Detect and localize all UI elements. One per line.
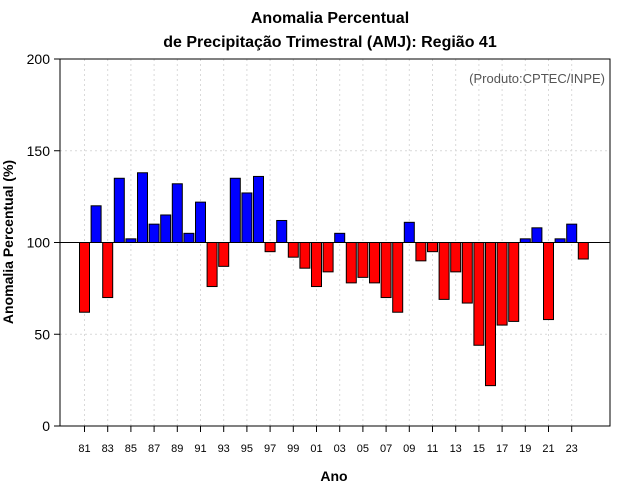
bar-05 bbox=[357, 242, 369, 278]
y-tick-label: 200 bbox=[27, 51, 51, 67]
bar-82 bbox=[90, 205, 102, 244]
bar-86 bbox=[137, 172, 148, 244]
bar-01 bbox=[311, 242, 322, 288]
x-tick-label: 05 bbox=[357, 443, 369, 455]
bar-23 bbox=[566, 223, 578, 243]
x-tick-label: 21 bbox=[542, 443, 554, 455]
y-tick-label: 150 bbox=[27, 143, 51, 159]
bar-09 bbox=[403, 221, 415, 244]
bar-07 bbox=[380, 242, 392, 299]
bar-13 bbox=[450, 242, 462, 273]
bar-11 bbox=[427, 242, 438, 253]
bar-20 bbox=[531, 227, 543, 244]
x-tick-label: 15 bbox=[473, 443, 485, 455]
bar-19 bbox=[519, 238, 531, 244]
x-tick-label: 01 bbox=[310, 443, 322, 455]
x-tick-label: 85 bbox=[125, 443, 137, 455]
chart-title-line2: de Precipitação Trimestral (AMJ): Região… bbox=[163, 34, 497, 51]
bar-88 bbox=[160, 214, 172, 244]
x-tick-label: 93 bbox=[218, 443, 230, 455]
bar-95 bbox=[241, 192, 253, 243]
x-tick-label: 99 bbox=[287, 443, 299, 455]
x-tick-label: 07 bbox=[380, 443, 392, 455]
bar-93 bbox=[218, 242, 230, 267]
bar-00 bbox=[299, 242, 311, 269]
bar-22 bbox=[554, 238, 566, 244]
bar-98 bbox=[276, 219, 288, 243]
x-tick-label: 19 bbox=[519, 443, 531, 455]
gridlines bbox=[60, 58, 610, 427]
chart-title-line1: Anomalia Percentual bbox=[251, 10, 409, 27]
x-tick-label: 83 bbox=[102, 443, 114, 455]
bar-04 bbox=[345, 242, 357, 284]
bar-10 bbox=[415, 242, 427, 262]
x-tick-label: 09 bbox=[403, 443, 415, 455]
bar-85 bbox=[125, 238, 137, 244]
bar-81 bbox=[79, 242, 90, 313]
y-axis-label: Anomalia Percentual (%) bbox=[0, 160, 16, 324]
bar-87 bbox=[148, 223, 160, 243]
x-axis-label: Ano bbox=[320, 468, 347, 484]
y-axis: 0 50 100 150 200 bbox=[27, 51, 60, 434]
x-tick-label: 89 bbox=[171, 443, 183, 455]
x-axis: 81 83 85 87 89 91 93 95 97 99 01 03 05 07 09 11 13 15 17 19… bbox=[78, 426, 578, 455]
bars bbox=[79, 172, 589, 387]
x-tick-label: 17 bbox=[496, 443, 508, 455]
x-tick-label: 87 bbox=[148, 443, 160, 455]
bar-91 bbox=[195, 201, 206, 244]
bar-92 bbox=[206, 242, 218, 288]
bar-17 bbox=[496, 242, 508, 326]
x-tick-label: 91 bbox=[194, 443, 206, 455]
x-tick-label: 81 bbox=[78, 443, 90, 455]
x-tick-label: 03 bbox=[334, 443, 346, 455]
bar-83 bbox=[102, 242, 114, 299]
bar-96 bbox=[253, 175, 264, 243]
credit-label: (Produto:CPTEC/INPE) bbox=[469, 71, 605, 86]
bar-03 bbox=[334, 232, 346, 243]
bar-99 bbox=[287, 242, 299, 258]
bar-08 bbox=[392, 242, 404, 313]
bar-06 bbox=[369, 242, 380, 284]
bar-02 bbox=[322, 242, 334, 273]
bar-16 bbox=[485, 242, 496, 387]
bar-90 bbox=[183, 232, 195, 243]
y-tick-label: 0 bbox=[42, 418, 50, 434]
x-tick-label: 11 bbox=[427, 443, 438, 455]
bar-97 bbox=[264, 242, 276, 253]
x-tick-label: 95 bbox=[241, 443, 253, 455]
bar-21 bbox=[543, 242, 554, 321]
bar-18 bbox=[508, 242, 520, 322]
bar-84 bbox=[113, 177, 125, 243]
y-tick-label: 100 bbox=[27, 235, 51, 251]
bar-14 bbox=[461, 242, 473, 304]
bar-94 bbox=[229, 177, 241, 243]
bar-89 bbox=[171, 183, 183, 243]
bar-24 bbox=[577, 242, 589, 260]
bar-15 bbox=[473, 242, 485, 346]
x-tick-label: 13 bbox=[450, 443, 462, 455]
bar-12 bbox=[438, 242, 450, 300]
y-tick-label: 50 bbox=[34, 326, 50, 342]
x-tick-label: 23 bbox=[566, 443, 578, 455]
x-tick-label: 97 bbox=[264, 443, 276, 455]
